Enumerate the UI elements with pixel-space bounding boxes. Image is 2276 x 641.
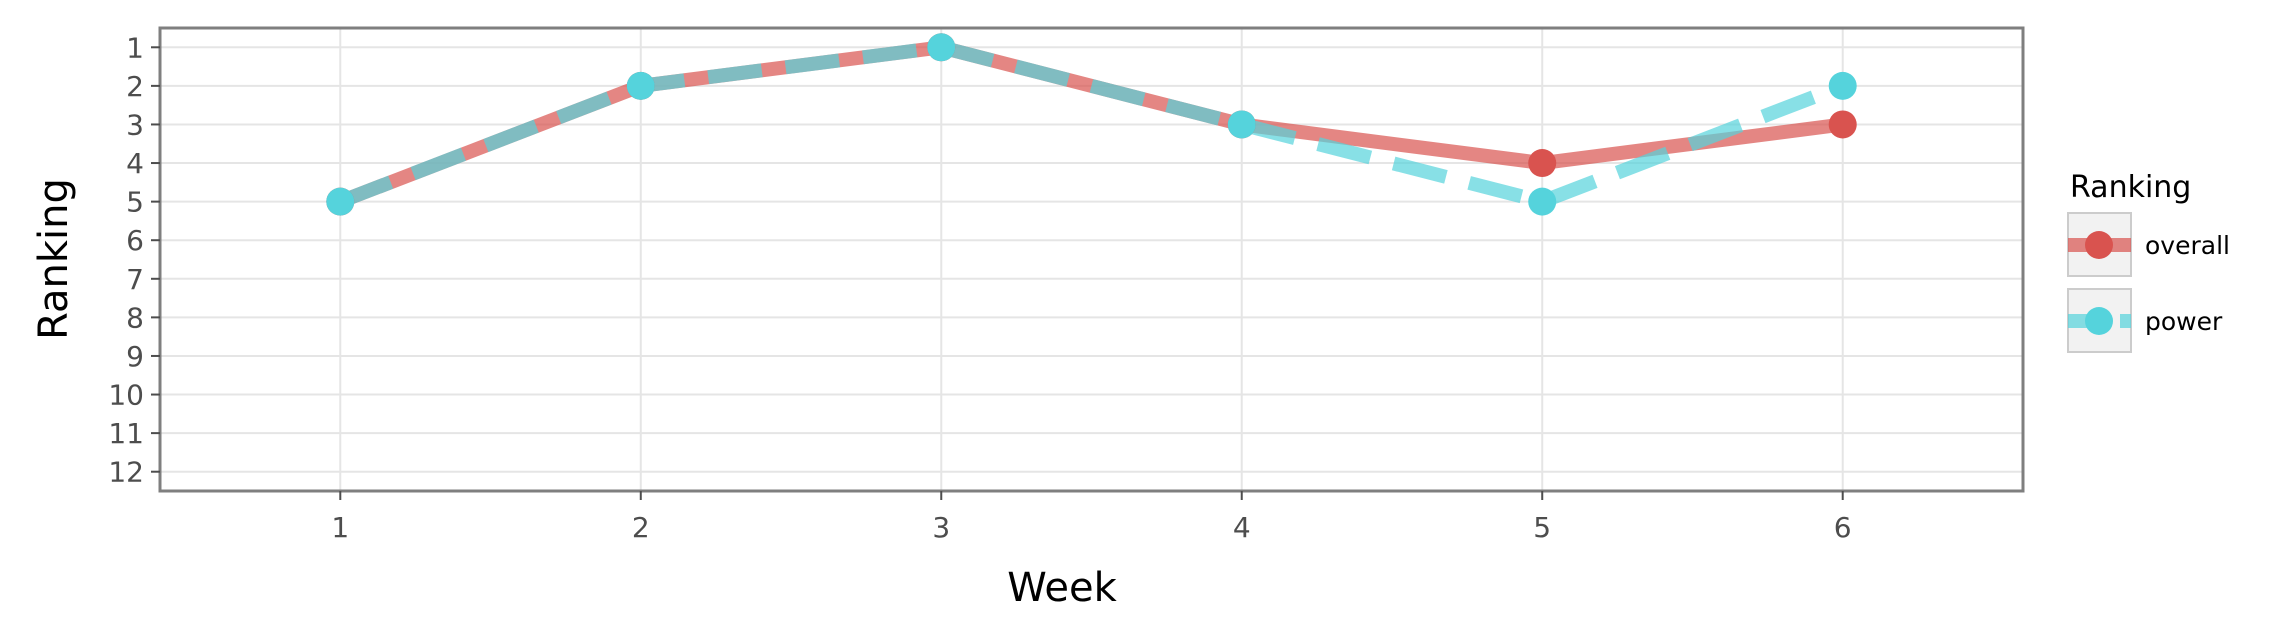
y-tick-label: 12 (108, 456, 144, 489)
data-point-power (927, 33, 956, 62)
y-tick-label: 5 (126, 186, 144, 219)
x-axis-tick-labels: 1 2 3 4 5 6 (331, 511, 1851, 544)
data-point-overall (1528, 149, 1557, 178)
y-tick-label: 1 (126, 31, 144, 64)
y-tick-label: 4 (126, 147, 144, 180)
x-tick-label: 4 (1233, 511, 1251, 544)
y-tick-label: 3 (126, 108, 144, 141)
legend: Ranking overall power (2067, 170, 2230, 353)
x-tick-label: 3 (932, 511, 950, 544)
x-axis-title: Week (1007, 565, 1117, 611)
y-tick-label: 7 (126, 263, 144, 296)
x-tick-label: 1 (331, 511, 349, 544)
legend-key-point-overall (2085, 231, 2113, 259)
series-line-power (337, 40, 1846, 209)
x-gridlines (339, 28, 1844, 491)
plot-panel-background (160, 28, 2023, 491)
y-tick-label: 8 (126, 301, 144, 334)
data-point-power (1528, 187, 1557, 216)
x-axis-ticks (339, 491, 1844, 500)
legend-title: Ranking (2070, 170, 2191, 205)
y-tick-label: 10 (108, 379, 144, 412)
y-axis-ticks (151, 46, 160, 473)
data-point-power (1828, 71, 1857, 100)
y-gridlines (160, 46, 2023, 473)
data-point-power (626, 71, 655, 100)
x-tick-label: 6 (1834, 511, 1852, 544)
legend-key-point-power (2085, 307, 2113, 335)
series-points (326, 33, 1857, 216)
y-tick-label: 6 (126, 224, 144, 257)
data-point-power (326, 187, 355, 216)
data-point-overall (1828, 110, 1857, 139)
data-point-power (1227, 110, 1256, 139)
legend-label-overall: overall (2145, 231, 2230, 260)
y-tick-label: 11 (108, 417, 144, 450)
series-lines (337, 40, 1846, 209)
y-tick-label: 2 (126, 70, 144, 103)
plot-panel-border (158, 26, 2025, 493)
y-tick-label: 9 (126, 340, 144, 373)
legend-items: overall power (2067, 212, 2230, 353)
legend-label-power: power (2145, 307, 2223, 336)
x-tick-label: 2 (632, 511, 650, 544)
y-axis-title: Ranking (31, 178, 77, 340)
x-tick-label: 5 (1533, 511, 1551, 544)
